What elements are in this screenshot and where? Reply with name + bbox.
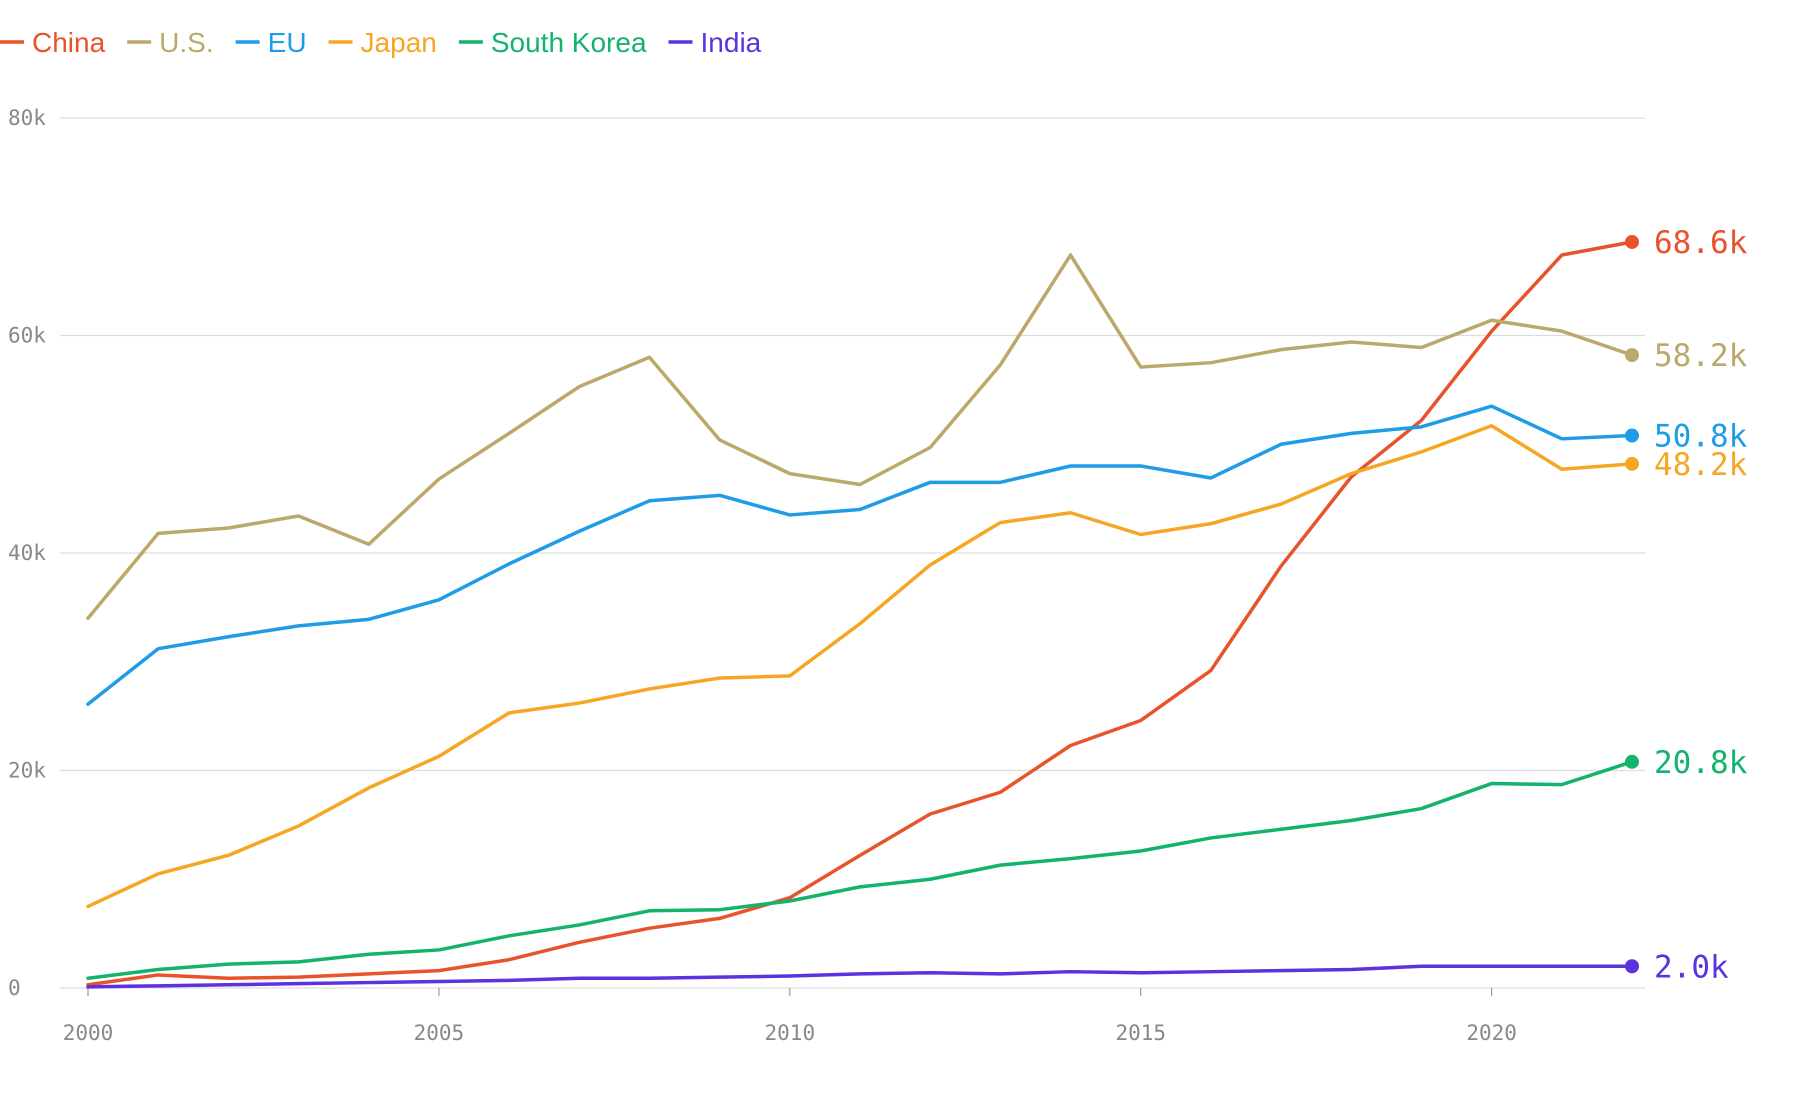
series-end-label: 20.8k (1654, 745, 1748, 781)
series-line-japan (86, 424, 1634, 909)
y-axis-tick-labels: 0 20k 40k 60k 80k (8, 106, 46, 1000)
series-end-marker (1625, 348, 1639, 363)
x-tick-label: 2010 (765, 1021, 816, 1045)
y-tick-label: 0 (8, 976, 21, 1000)
legend-item: EU (235, 27, 307, 58)
legend-label: South Korea (491, 27, 647, 58)
series-end-label: 50.8k (1654, 419, 1748, 455)
series-end-label: 58.2k (1654, 338, 1748, 374)
legend-label: India (701, 27, 762, 58)
series-end-marker (1625, 234, 1639, 249)
legend-item: U.S. (127, 27, 214, 58)
series-end-marker (1625, 959, 1639, 974)
series-end-label: 2.0k (1654, 949, 1729, 985)
x-axis-tick-labels: 2000 2005 2010 2015 2020 (63, 988, 1517, 1045)
x-tick-label: 2000 (63, 1021, 114, 1045)
gridlines (60, 117, 1645, 989)
y-tick-label: 20k (8, 759, 46, 783)
legend-item: China (0, 27, 106, 58)
y-tick-label: 80k (8, 106, 46, 130)
y-tick-label: 40k (8, 541, 46, 565)
series-end-marker (1625, 754, 1639, 769)
legend-label: Japan (361, 27, 437, 58)
x-tick-label: 2015 (1115, 1021, 1166, 1045)
legend-label: EU (268, 27, 307, 58)
legend-label: U.S. (159, 27, 213, 58)
legend-item: India (668, 27, 762, 58)
series-end-label: 68.6k (1654, 225, 1748, 261)
legend-item: Japan (328, 27, 437, 58)
series-end-marker (1625, 456, 1639, 471)
x-tick-label: 2020 (1466, 1021, 1517, 1045)
series-line-eu (86, 404, 1634, 706)
legend-label: China (32, 27, 106, 58)
series-end-marker (1625, 428, 1639, 443)
series-line-india (86, 964, 1634, 989)
series-line-china (86, 240, 1634, 987)
series-end-label: 48.2k (1654, 447, 1748, 483)
series-end-markers (1625, 234, 1639, 974)
legend-item: South Korea (458, 27, 647, 58)
series-lines (86, 240, 1634, 989)
legend: China U.S. EU Japan South Korea India (0, 27, 762, 58)
series-line-u-s (86, 253, 1634, 620)
y-tick-label: 60k (8, 324, 46, 348)
x-tick-label: 2005 (414, 1021, 465, 1045)
series-line-south-korea (86, 760, 1634, 980)
